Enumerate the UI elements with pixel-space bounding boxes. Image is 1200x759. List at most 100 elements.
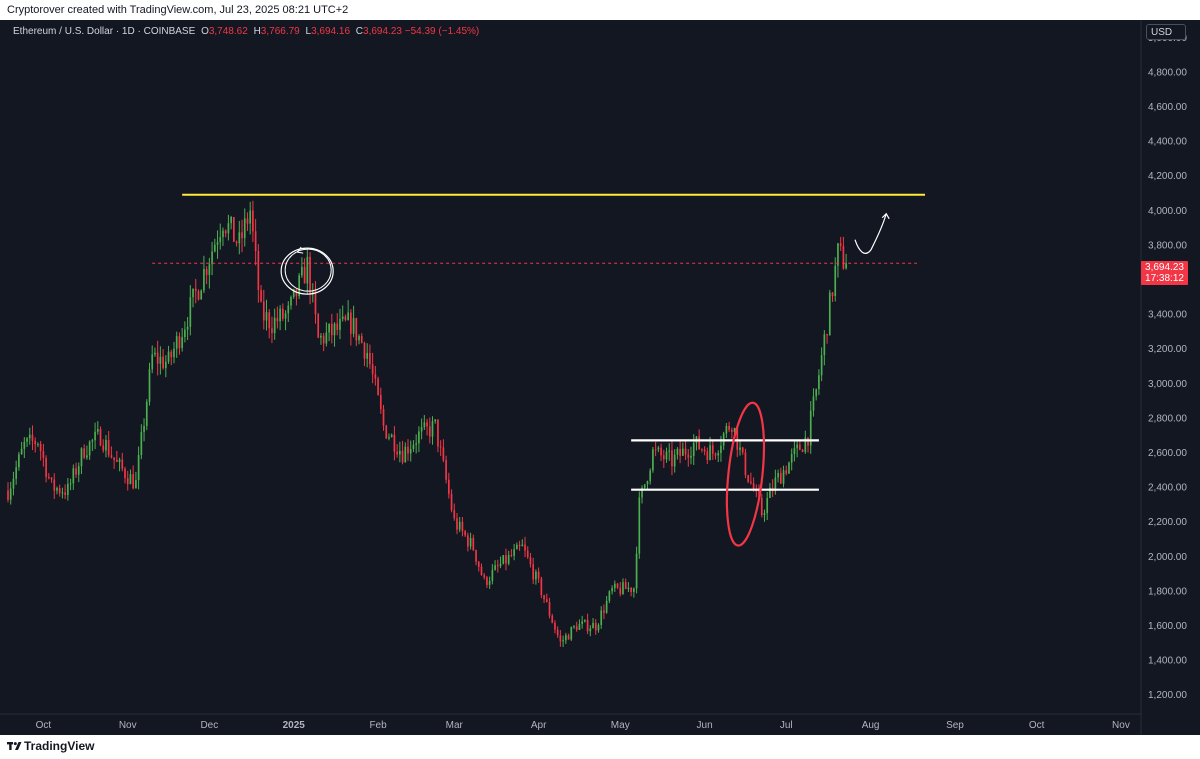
price-tick-label: 1,800.00 <box>1148 586 1187 597</box>
candle-body <box>145 401 148 426</box>
candle-body <box>45 457 47 478</box>
low-label: L <box>305 26 312 37</box>
candle-body <box>213 244 216 252</box>
candle-body <box>529 557 532 565</box>
candle-body <box>164 361 167 369</box>
candle-body <box>12 478 15 489</box>
currency-selector[interactable]: USD <box>1146 24 1186 40</box>
candle-body <box>58 487 61 493</box>
candle-body <box>181 337 183 349</box>
time-tick-label: Oct <box>36 720 52 731</box>
candle-body <box>148 369 151 402</box>
candle-body <box>216 242 219 245</box>
candle-body <box>377 378 379 395</box>
candle-body <box>110 455 113 458</box>
candle-body <box>203 268 205 291</box>
time-tick-label: Oct <box>1029 720 1045 731</box>
candle-body <box>608 591 611 601</box>
price-tick-label: 3,800.00 <box>1148 240 1187 251</box>
candle-body <box>18 454 20 468</box>
candle-body <box>545 599 548 602</box>
candle-body <box>845 263 847 269</box>
tradingview-brand[interactable]: TradingView <box>24 739 95 753</box>
candle-body <box>126 478 129 485</box>
candle-body <box>510 555 513 557</box>
candle-body <box>107 440 110 456</box>
candle-body <box>752 483 755 491</box>
price-tick-label: 3,400.00 <box>1148 310 1187 321</box>
candle-body <box>741 447 744 453</box>
candle-body <box>513 549 515 556</box>
candle-body <box>88 441 91 456</box>
candle-body <box>211 251 213 265</box>
time-tick-label: Dec <box>200 720 218 731</box>
close-label: C <box>355 26 364 37</box>
candle-body <box>597 624 600 631</box>
candle-body <box>260 289 262 302</box>
candle-body <box>774 477 777 492</box>
candle-body <box>488 580 491 585</box>
candle-body <box>175 336 178 349</box>
candle-body <box>769 487 771 499</box>
candle-body <box>50 477 53 480</box>
candle-body <box>818 375 820 390</box>
footer-bar: TradingView <box>0 735 1200 759</box>
candle-body <box>137 455 140 481</box>
candle-body <box>603 610 605 613</box>
price-chart[interactable]: 1,200.00 1,400.00 1,600.00 1,800.00 2,000.00… <box>0 20 1200 735</box>
candle-body <box>505 555 507 564</box>
candle-body <box>837 243 839 266</box>
candle-body <box>306 256 309 284</box>
candle-body <box>61 492 64 494</box>
candle-body <box>567 635 570 640</box>
candle-body <box>26 438 28 442</box>
candle-body <box>56 487 58 491</box>
candle-body <box>692 442 695 457</box>
candle-body <box>194 288 197 292</box>
candle-body <box>301 266 303 276</box>
sweep-ellipse <box>725 401 766 547</box>
candle-body <box>37 443 39 445</box>
price-tick-label: 4,000.00 <box>1148 206 1187 217</box>
candle-body <box>720 445 722 453</box>
candle-body <box>586 619 589 632</box>
high-value: 3,766.79 <box>260 26 300 37</box>
candle-body <box>581 621 584 624</box>
candle-body <box>91 440 94 442</box>
candle-body <box>494 565 496 570</box>
candle-body <box>747 475 749 482</box>
symbol-legend: Ethereum / U.S. Dollar · 1D · COINBASE O… <box>13 26 479 37</box>
tradingview-logo-icon <box>7 742 22 750</box>
candle-body <box>34 440 37 445</box>
candle-body <box>409 449 412 454</box>
candle-body <box>99 428 102 446</box>
candle-body <box>486 577 488 585</box>
candle-body <box>698 436 701 450</box>
retest-circle-arrowhead <box>296 246 304 254</box>
candle-body <box>733 428 736 433</box>
time-tick-label: Feb <box>369 720 387 731</box>
time-tick-label: Aug <box>862 720 880 731</box>
candle-body <box>532 564 535 580</box>
candle-body <box>154 352 156 355</box>
price-tick-label: 1,400.00 <box>1148 656 1187 667</box>
candle-body <box>86 455 88 458</box>
candle-body <box>671 450 673 467</box>
candle-body <box>385 425 388 439</box>
candle-body <box>662 455 665 460</box>
candles <box>7 200 847 647</box>
candle-body <box>562 640 564 642</box>
candle-body <box>578 623 581 630</box>
candle-body <box>121 459 124 469</box>
candle-body <box>317 314 320 338</box>
candle-body <box>594 622 597 631</box>
candle-body <box>684 448 687 455</box>
candle-body <box>445 460 447 480</box>
price-tick-label: 3,000.00 <box>1148 379 1187 390</box>
symbol-title[interactable]: Ethereum / U.S. Dollar · 1D · COINBASE <box>13 26 196 37</box>
candle-body <box>265 312 268 321</box>
candle-body <box>605 600 608 613</box>
candle-body <box>230 217 232 224</box>
candle-body <box>257 251 260 290</box>
candle-body <box>643 484 646 488</box>
